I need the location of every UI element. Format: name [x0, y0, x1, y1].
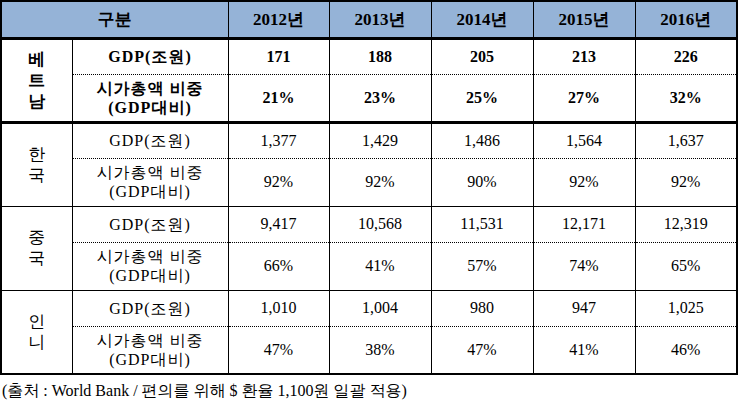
gdp-value-cell: 947 — [533, 290, 635, 326]
table-row-indonesia-marketcap: 시가총액 비중 (GDP대비) 47% 38% 47% 41% 46% — [1, 326, 737, 374]
year-header-2015: 2015년 — [533, 1, 635, 38]
table-row-china-marketcap: 시가총액 비중 (GDP대비) 66% 41% 57% 74% 65% — [1, 242, 737, 290]
marketcap-ratio-cell: 41% — [533, 326, 635, 374]
marketcap-ratio-cell: 92% — [635, 158, 737, 206]
marketcap-ratio-cell: 41% — [329, 242, 431, 290]
gdp-value-cell: 1,004 — [329, 290, 431, 326]
country-cell-china: 중 국 — [1, 206, 72, 290]
marketcap-ratio-cell: 46% — [635, 326, 737, 374]
table-row-china-gdp: 중 국 GDP(조원) 9,417 10,568 11,531 12,171 1… — [1, 206, 737, 242]
marketcap-ratio-cell: 21% — [228, 74, 329, 122]
marketcap-ratio-cell: 90% — [431, 158, 533, 206]
year-header-2013: 2013년 — [329, 1, 431, 38]
gdp-value-cell: 171 — [228, 38, 329, 74]
row-label-marketcap: 시가총액 비중 (GDP대비) — [72, 74, 228, 122]
marketcap-ratio-cell: 65% — [635, 242, 737, 290]
gdp-value-cell: 213 — [533, 38, 635, 74]
year-header-2016: 2016년 — [635, 1, 737, 38]
gdp-value-cell: 205 — [431, 38, 533, 74]
table-row-indonesia-gdp: 인 니 GDP(조원) 1,010 1,004 980 947 1,025 — [1, 290, 737, 326]
source-note: (출처 : World Bank / 편의를 위해 $ 환율 1,100원 일괄… — [2, 381, 738, 401]
marketcap-ratio-cell: 92% — [329, 158, 431, 206]
marketcap-ratio-cell: 66% — [228, 242, 329, 290]
gdp-value-cell: 1,429 — [329, 122, 431, 158]
gdp-marketcap-table: 구분 2012년 2013년 2014년 2015년 2016년 베 트 남 G… — [0, 0, 738, 375]
marketcap-ratio-cell: 32% — [635, 74, 737, 122]
marketcap-ratio-cell: 57% — [431, 242, 533, 290]
gdp-value-cell: 1,377 — [228, 122, 329, 158]
row-label-gdp: GDP(조원) — [72, 290, 228, 326]
row-label-gdp: GDP(조원) — [72, 38, 228, 74]
gdp-value-cell: 9,417 — [228, 206, 329, 242]
category-header: 구분 — [1, 1, 228, 38]
marketcap-ratio-cell: 92% — [533, 158, 635, 206]
page: 구분 2012년 2013년 2014년 2015년 2016년 베 트 남 G… — [0, 0, 738, 413]
row-label-marketcap: 시가총액 비중 (GDP대비) — [72, 326, 228, 374]
gdp-value-cell: 188 — [329, 38, 431, 74]
country-cell-korea: 한 국 — [1, 122, 72, 206]
gdp-value-cell: 11,531 — [431, 206, 533, 242]
gdp-value-cell: 1,025 — [635, 290, 737, 326]
table-row-korea-gdp: 한 국 GDP(조원) 1,377 1,429 1,486 1,564 1,63… — [1, 122, 737, 158]
marketcap-ratio-cell: 74% — [533, 242, 635, 290]
country-cell-indonesia: 인 니 — [1, 290, 72, 374]
row-label-gdp: GDP(조원) — [72, 206, 228, 242]
year-header-2014: 2014년 — [431, 1, 533, 38]
gdp-value-cell: 1,486 — [431, 122, 533, 158]
marketcap-ratio-cell: 47% — [228, 326, 329, 374]
gdp-value-cell: 1,637 — [635, 122, 737, 158]
header-row: 구분 2012년 2013년 2014년 2015년 2016년 — [1, 1, 737, 38]
marketcap-ratio-cell: 27% — [533, 74, 635, 122]
table-row-korea-marketcap: 시가총액 비중 (GDP대비) 92% 92% 90% 92% 92% — [1, 158, 737, 206]
year-header-2012: 2012년 — [228, 1, 329, 38]
gdp-value-cell: 12,171 — [533, 206, 635, 242]
gdp-value-cell: 1,564 — [533, 122, 635, 158]
gdp-value-cell: 226 — [635, 38, 737, 74]
table-row-vietnam-marketcap: 시가총액 비중 (GDP대비) 21% 23% 25% 27% 32% — [1, 74, 737, 122]
gdp-value-cell: 10,568 — [329, 206, 431, 242]
table-row-vietnam-gdp: 베 트 남 GDP(조원) 171 188 205 213 226 — [1, 38, 737, 74]
gdp-value-cell: 12,319 — [635, 206, 737, 242]
marketcap-ratio-cell: 47% — [431, 326, 533, 374]
gdp-value-cell: 980 — [431, 290, 533, 326]
row-label-gdp: GDP(조원) — [72, 122, 228, 158]
row-label-marketcap: 시가총액 비중 (GDP대비) — [72, 242, 228, 290]
marketcap-ratio-cell: 25% — [431, 74, 533, 122]
country-cell-vietnam: 베 트 남 — [1, 38, 72, 122]
row-label-marketcap: 시가총액 비중 (GDP대비) — [72, 158, 228, 206]
marketcap-ratio-cell: 38% — [329, 326, 431, 374]
marketcap-ratio-cell: 92% — [228, 158, 329, 206]
marketcap-ratio-cell: 23% — [329, 74, 431, 122]
gdp-value-cell: 1,010 — [228, 290, 329, 326]
